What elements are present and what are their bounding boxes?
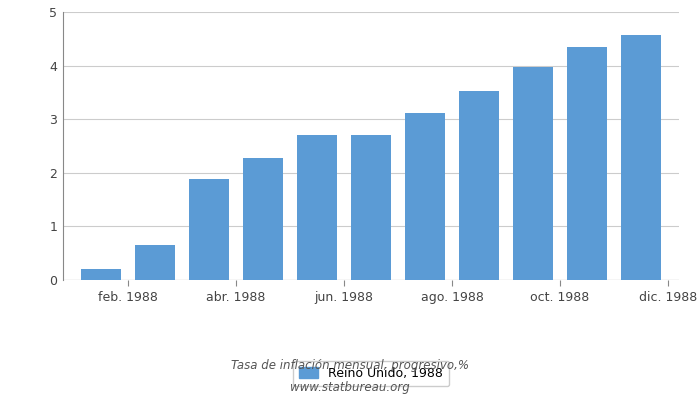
Bar (134, 245, 175, 280)
Bar (567, 47, 608, 280)
Bar (513, 67, 554, 280)
Bar (188, 179, 229, 280)
Bar (80, 269, 121, 280)
Bar (458, 91, 499, 280)
Bar (621, 35, 661, 280)
Text: Tasa de inflación mensual, progresivo,%: Tasa de inflación mensual, progresivo,% (231, 360, 469, 372)
Text: www.statbureau.org: www.statbureau.org (290, 382, 410, 394)
Bar (351, 135, 391, 280)
Bar (297, 135, 337, 280)
Bar (405, 113, 445, 280)
Bar (243, 158, 284, 280)
Legend: Reino Unido, 1988: Reino Unido, 1988 (293, 361, 449, 386)
